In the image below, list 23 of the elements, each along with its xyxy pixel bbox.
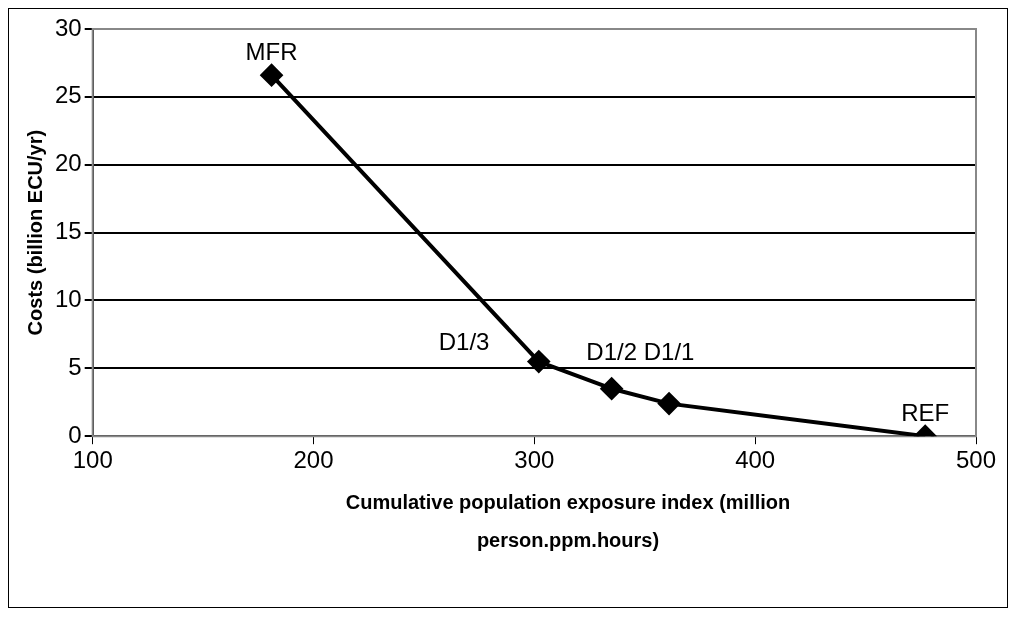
x-tick-label: 300: [514, 446, 555, 474]
x-tick-label: 400: [735, 446, 776, 474]
x-tick-label: 100: [72, 446, 113, 474]
point: [260, 64, 283, 87]
y-tick-label: 15: [54, 217, 82, 245]
x-tick-label: 500: [955, 446, 997, 474]
annotation: D1/3: [438, 328, 490, 356]
point: [658, 392, 681, 415]
y-axis-title: Costs (billion ECU/yr): [23, 129, 46, 336]
y-tick-label: 30: [54, 13, 82, 41]
annotation: REF: [901, 398, 950, 426]
annotation: D1/1: [643, 337, 695, 365]
y-tick-label: 5: [68, 352, 82, 380]
y-tick-label: 20: [54, 149, 82, 177]
x-tick-label: 200: [293, 446, 334, 474]
annotation: D1/2: [586, 337, 637, 365]
y-tick-label: 10: [54, 285, 82, 313]
point: [600, 377, 623, 400]
x-axis-title: Cumulative population exposure index (million person.ppm.hours): [344, 490, 792, 553]
y-tick-label: 25: [54, 81, 82, 109]
point: [527, 350, 550, 373]
annotation: MFR: [245, 37, 298, 65]
y-tick-label: 0: [68, 420, 82, 448]
